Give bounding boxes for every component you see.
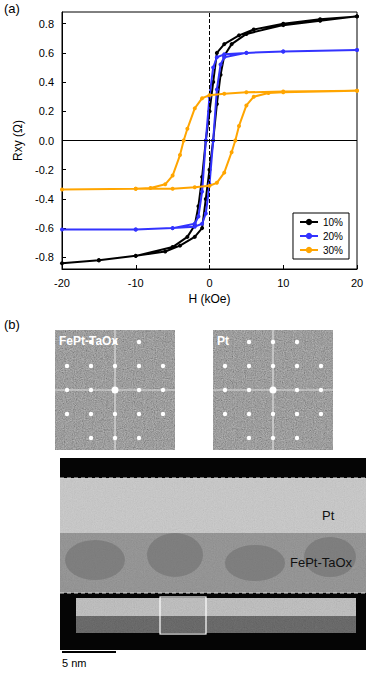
svg-text:Rxy (Ω): Rxy (Ω) [11, 120, 25, 161]
svg-text:-10: -10 [128, 277, 144, 289]
svg-text:0.2: 0.2 [39, 105, 54, 117]
svg-text:-0.8: -0.8 [35, 251, 54, 263]
svg-text:-20: -20 [54, 277, 70, 289]
svg-text:0.6: 0.6 [39, 47, 54, 59]
svg-text:-0.2: -0.2 [35, 164, 54, 176]
svg-text:0.0: 0.0 [39, 135, 54, 147]
svg-text:-0.4: -0.4 [35, 193, 54, 205]
svg-text:-0.6: -0.6 [35, 222, 54, 234]
svg-text:20%: 20% [323, 231, 343, 242]
svg-text:10%: 10% [323, 217, 343, 228]
svg-text:10: 10 [277, 277, 289, 289]
svg-text:30%: 30% [323, 245, 343, 256]
svg-text:0: 0 [206, 277, 212, 289]
svg-text:5 nm: 5 nm [62, 657, 86, 669]
svg-text:Pt: Pt [217, 334, 229, 348]
svg-text:FePt-TaOx: FePt-TaOx [59, 334, 118, 348]
svg-text:0.8: 0.8 [39, 18, 54, 30]
svg-text:20: 20 [351, 277, 363, 289]
svg-text:FePt-TaOx: FePt-TaOx [290, 555, 353, 570]
svg-text:H (kOe): H (kOe) [189, 292, 231, 306]
svg-text:(a): (a) [4, 1, 20, 16]
svg-text:(b): (b) [4, 317, 20, 332]
svg-text:Pt: Pt [322, 508, 335, 523]
svg-text:0.4: 0.4 [39, 76, 54, 88]
